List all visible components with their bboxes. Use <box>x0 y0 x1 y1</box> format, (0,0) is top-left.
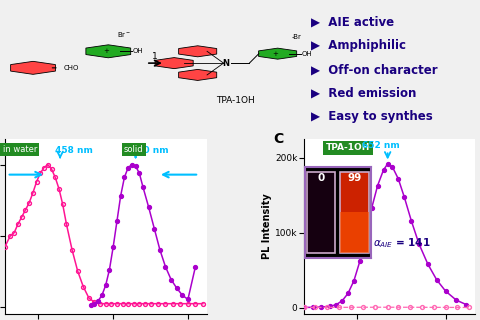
Text: Br$^-$: Br$^-$ <box>117 30 131 39</box>
Polygon shape <box>11 61 55 74</box>
Text: 660 nm: 660 nm <box>131 146 169 155</box>
Text: ▶  Red emission: ▶ Red emission <box>311 87 416 100</box>
Text: ▶  Off-on character: ▶ Off-on character <box>311 63 437 76</box>
Text: ▶  AIE active: ▶ AIE active <box>311 16 394 29</box>
Text: -Br: -Br <box>292 35 301 41</box>
Text: TPA-1OH: TPA-1OH <box>326 143 371 152</box>
Text: solid: solid <box>124 145 144 154</box>
Polygon shape <box>259 48 297 59</box>
Text: ▶  Amphiphilic: ▶ Amphiphilic <box>311 39 406 52</box>
Text: $\alpha_{AIE}$ = 141: $\alpha_{AIE}$ = 141 <box>373 236 431 250</box>
Text: in water: in water <box>2 145 37 154</box>
Polygon shape <box>155 58 193 68</box>
Text: 652 nm: 652 nm <box>362 141 399 150</box>
Polygon shape <box>179 69 216 80</box>
Text: ▶  Easy to synthes: ▶ Easy to synthes <box>311 110 432 124</box>
Polygon shape <box>179 46 216 57</box>
Text: 458 nm: 458 nm <box>55 146 93 155</box>
Text: OH: OH <box>133 48 144 54</box>
Polygon shape <box>86 45 131 58</box>
Text: +: + <box>272 51 278 57</box>
Y-axis label: PL Intensity: PL Intensity <box>262 194 272 259</box>
Text: 1: 1 <box>153 52 158 60</box>
Text: TPA-1OH: TPA-1OH <box>216 96 255 105</box>
Text: CHO: CHO <box>63 65 79 71</box>
Text: +: + <box>103 48 109 54</box>
Text: N: N <box>222 59 229 68</box>
Text: C: C <box>273 132 283 146</box>
Text: OH: OH <box>301 51 312 57</box>
